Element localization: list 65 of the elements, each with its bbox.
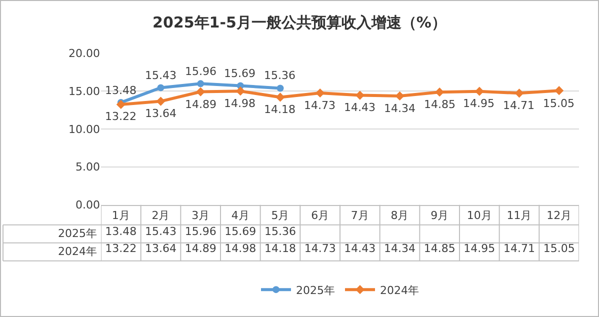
point [554, 86, 564, 96]
data-label: 13.22 [105, 242, 137, 256]
data-label: 14.73 [304, 242, 336, 256]
data-label: 15.43 [145, 225, 176, 238]
point [316, 88, 325, 98]
data-label: 14.98 [224, 242, 256, 256]
data-label: 15.36 [264, 225, 296, 238]
data-label: 14.18 [264, 242, 296, 256]
x-tick-label: 7月 [350, 209, 369, 222]
annotation: 13.64 [145, 107, 176, 120]
point [156, 96, 166, 106]
annotation: 15.69 [224, 67, 256, 80]
legend-label: 2025年 [296, 284, 335, 297]
x-tick-label: 11月 [506, 209, 532, 222]
annotation: 14.71 [503, 99, 534, 112]
text: 2025年 [58, 227, 97, 240]
point [395, 91, 404, 101]
annotation: 13.48 [105, 84, 136, 97]
x-tick-label: 12月 [546, 209, 572, 222]
y-tick-label: 20.00 [68, 46, 100, 60]
annotation: 14.73 [304, 99, 336, 112]
annotation: 14.95 [463, 97, 494, 110]
data-label: 14.95 [464, 242, 496, 256]
x-tick-label: 6月 [311, 209, 330, 222]
annotation: 14.89 [185, 98, 216, 111]
data-label: 14.34 [384, 242, 416, 256]
annotation: 14.85 [424, 98, 456, 111]
data-label: 14.71 [504, 242, 535, 256]
x-tick-label: 3月 [192, 209, 210, 222]
point [157, 84, 164, 92]
data-label: 15.69 [224, 225, 256, 238]
data-label: 14.85 [424, 242, 456, 256]
annotation: 14.98 [224, 97, 256, 110]
annotation: 14.34 [384, 102, 416, 115]
text: 2024年 [58, 245, 97, 258]
point [197, 80, 204, 88]
data-label: 14.89 [184, 242, 216, 256]
annotation: 14.18 [264, 103, 296, 116]
x-tick-label: 4月 [231, 209, 250, 222]
y-tick-label: 15.00 [68, 84, 100, 98]
chart-title: 2025年1-5月一般公共预算收入增速（%） [152, 13, 446, 32]
annotation: 14.43 [344, 101, 376, 114]
data-label: 15.96 [184, 225, 216, 238]
x-tick-label: 2月 [152, 209, 170, 222]
data-label: 15.05 [543, 242, 575, 256]
point [276, 84, 284, 92]
y-tick-label: 5.00 [76, 160, 100, 174]
data-label: 13.48 [105, 225, 137, 238]
legend-label: 2024年 [380, 284, 419, 297]
y-tick-label: 10.00 [68, 122, 100, 136]
annotation: 15.05 [543, 97, 574, 110]
point [116, 100, 126, 110]
data-label: 13.64 [145, 242, 176, 256]
x-tick-label: 9月 [430, 209, 449, 222]
annotation: 15.96 [185, 65, 216, 78]
annotation: 13.22 [105, 110, 136, 123]
x-tick-label: 8月 [390, 209, 409, 222]
x-tick-label: 5月 [271, 209, 290, 222]
x-tick-label: 1月 [112, 209, 130, 222]
x-tick-label: 10月 [466, 209, 492, 222]
y-tick-label: 0.00 [76, 198, 100, 212]
point [276, 92, 285, 102]
data-label: 14.43 [344, 242, 376, 256]
annotation: 15.36 [264, 69, 296, 82]
annotation: 15.43 [145, 69, 176, 82]
